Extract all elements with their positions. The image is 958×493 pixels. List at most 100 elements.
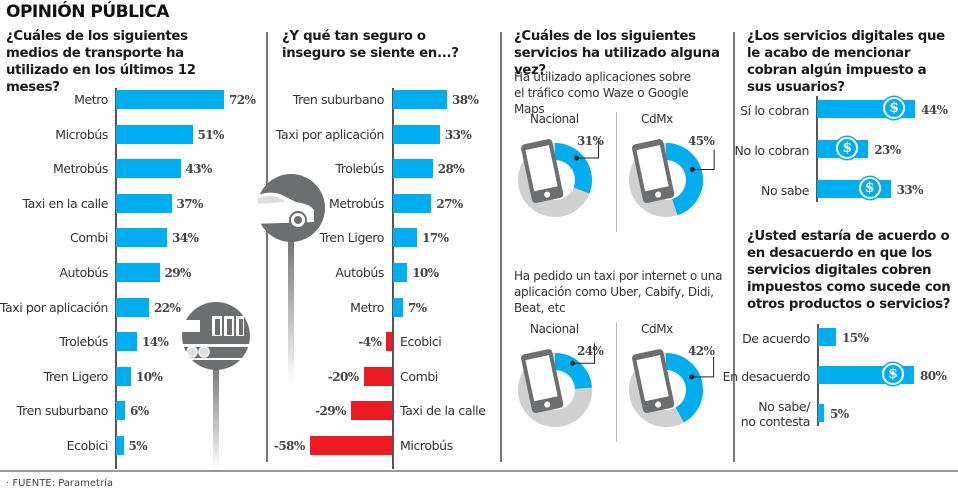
value-label: 80%: [920, 369, 947, 383]
bar: [393, 193, 432, 213]
category-label: Metro: [350, 299, 384, 315]
page-title: OPINIÓN PÚBLICA: [6, 2, 169, 22]
bar: [350, 401, 392, 421]
value-label: 29%: [164, 266, 192, 280]
category-label: Taxi de la calle: [400, 403, 486, 419]
bar: [393, 297, 403, 317]
category-label: En desacuerdo: [722, 369, 811, 384]
value-label: -20%: [327, 369, 359, 384]
value-label: 5%: [128, 439, 148, 453]
bar: [393, 124, 440, 144]
series-label: Nacional: [530, 322, 579, 336]
bar: [363, 366, 392, 386]
bar: [116, 366, 131, 386]
category-label: Metrobús: [328, 195, 384, 211]
series-label: CdMx: [641, 112, 673, 126]
category-label: No lo cobran: [734, 143, 810, 158]
column-divider: [500, 32, 502, 462]
bar: [393, 228, 418, 248]
category-label: Metrobús: [52, 161, 108, 177]
smartphone-icon: [632, 139, 675, 204]
category-label: no contesta: [740, 414, 811, 429]
value-label: 14%: [142, 335, 169, 350]
chart-title: ¿Y qué tan seguro o inseguro se siente e…: [282, 29, 459, 61]
value-label: 17%: [422, 231, 449, 246]
value-label: 42%: [688, 344, 715, 358]
dollar-coin-icon: $: [836, 137, 859, 159]
category-label: Trolebús: [59, 334, 108, 350]
bar: [386, 332, 392, 352]
value-label: 33%: [444, 127, 472, 142]
leader-line: [576, 137, 600, 159]
dollar-coin-icon: $: [882, 363, 904, 385]
column-divider: [733, 32, 735, 462]
footer-divider: [0, 470, 958, 472]
value-label: 43%: [185, 162, 213, 177]
leader-dot: [689, 374, 695, 380]
bar: [818, 404, 824, 422]
bar: [393, 90, 447, 109]
chart-title: ¿Cuáles de los siguientes servicios ha u…: [514, 29, 720, 78]
donut-divider: [616, 112, 617, 232]
value-label: 22%: [154, 300, 181, 315]
bar: [116, 297, 149, 317]
axis-line: [115, 88, 117, 469]
category-label: Tren suburbano: [16, 403, 109, 419]
leader-dot: [570, 360, 576, 366]
chart-title: ¿Cuáles de los siguientes medios de tran…: [6, 29, 196, 95]
bar: [116, 159, 181, 179]
category-label: Metro: [74, 92, 108, 107]
value-label: 10%: [136, 369, 163, 384]
chart-title: ¿Usted estaría de acuerdo o en desacuerd…: [747, 229, 951, 312]
value-label: 44%: [921, 103, 948, 117]
leader-line: [572, 343, 596, 364]
bar: [116, 401, 125, 421]
column-divider: [266, 32, 268, 462]
train-icon: [180, 302, 250, 470]
category-label: Microbús: [55, 126, 108, 142]
value-label: 15%: [842, 331, 869, 345]
value-label: 51%: [197, 127, 225, 142]
value-label: 28%: [437, 162, 465, 177]
axis-line: [817, 324, 819, 426]
value-label: 6%: [130, 404, 149, 419]
value-label: 10%: [412, 266, 439, 280]
value-label: 38%: [451, 93, 479, 107]
bar: [818, 328, 836, 346]
category-label: Autobús: [335, 265, 384, 280]
category-label: No sabe/: [758, 399, 810, 414]
category-label: De acuerdo: [742, 331, 810, 346]
value-label: 34%: [172, 231, 199, 246]
donut-value-arc: [554, 143, 592, 194]
donut-value-arc: [665, 353, 703, 423]
category-label: No sabe: [761, 183, 809, 198]
donut-divider: [616, 322, 617, 442]
chart-title: ¿Los servicios digitales que le acabo de…: [747, 29, 945, 95]
smartphone-icon: [521, 139, 564, 204]
value-label: 33%: [896, 183, 924, 197]
smartphone-icon: [521, 349, 564, 414]
leader-dot: [574, 155, 580, 161]
value-label: 72%: [229, 93, 256, 107]
bar: [116, 436, 124, 455]
category-label: Tren Ligero: [319, 230, 385, 246]
value-label: 23%: [874, 143, 901, 157]
series-label: CdMx: [641, 322, 673, 336]
category-label: Trolebús: [335, 161, 384, 177]
axis-line: [816, 96, 818, 202]
source-note: · FUENTE: Parametría: [6, 478, 113, 489]
value-label: 5%: [830, 407, 849, 421]
category-label: Microbús: [400, 438, 453, 453]
donut-chart: [629, 139, 715, 217]
value-label: 7%: [407, 300, 427, 315]
category-label: Taxi en la calle: [22, 195, 108, 211]
value-label: 27%: [436, 196, 463, 211]
category-label: Combi: [70, 230, 108, 246]
donut-value-arc: [665, 143, 703, 216]
value-label: 31%: [577, 134, 604, 148]
bar: [393, 159, 433, 179]
dollar-coin-icon: $: [883, 97, 906, 119]
value-label: 24%: [577, 344, 604, 358]
value-label: -29%: [315, 404, 346, 419]
chart-subtitle: Ha pedido un taxi por internet o una apl…: [514, 269, 723, 315]
